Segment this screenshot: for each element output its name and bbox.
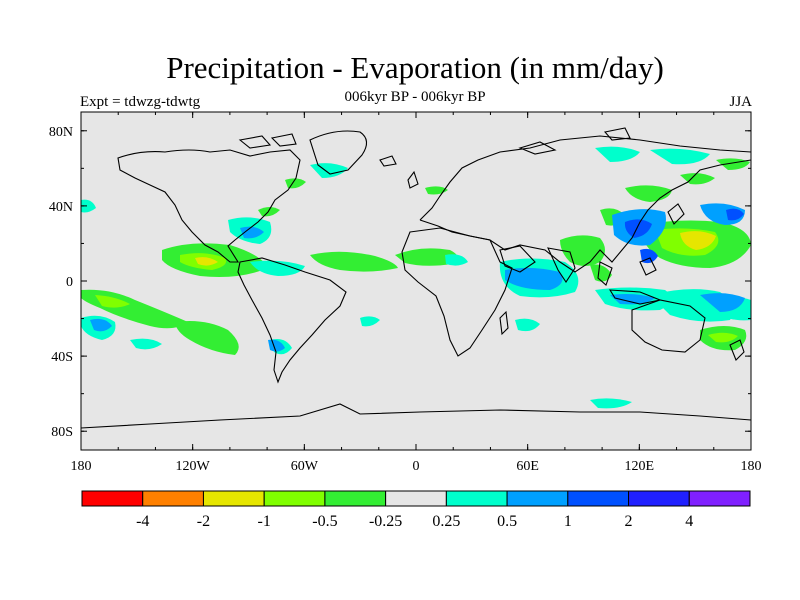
colorbar-swatch xyxy=(506,490,569,507)
y-axis: 80N 40N 0 40S 80S xyxy=(49,125,751,440)
colorbar-swatch xyxy=(81,490,144,507)
colorbar-label: 0.5 xyxy=(497,513,517,530)
strong-positive-patches xyxy=(624,208,744,264)
colorbar-swatch xyxy=(688,490,751,507)
colorbar-label: -2 xyxy=(197,513,210,530)
colorbar-swatch xyxy=(628,490,690,507)
moderate-positive-patches xyxy=(90,203,745,352)
y-tick-label: 40S xyxy=(51,350,73,365)
colorbar-swatch xyxy=(385,490,447,507)
colorbar-label: 4 xyxy=(685,513,693,530)
map-background xyxy=(81,112,751,450)
y-tick-label: 80S xyxy=(51,425,73,440)
y-tick-label: 80N xyxy=(49,125,73,140)
colorbar-label: -0.5 xyxy=(312,513,337,530)
map-subtitle: 006kyr BP - 006kyr BP xyxy=(344,89,486,105)
x-tick-label: 0 xyxy=(413,459,420,474)
colorbar-swatch xyxy=(445,490,508,507)
colorbar-swatch xyxy=(142,490,204,507)
x-axis: 180 120W 60W 0 60E 120E 180 xyxy=(71,112,762,474)
y-tick-label: 40N xyxy=(49,200,73,215)
x-tick-label: 60E xyxy=(516,459,539,474)
colorbar-label: 1 xyxy=(564,513,572,530)
anomaly-fields xyxy=(81,146,751,409)
coastlines xyxy=(81,127,751,429)
colorbar-swatch xyxy=(324,490,387,507)
colorbar-label: -0.25 xyxy=(369,513,402,530)
strong-negative-patches xyxy=(195,231,716,266)
map-title: Precipitation - Evaporation (in mm/day) xyxy=(166,50,664,85)
colorbar-swatch xyxy=(567,490,630,507)
colorbar-swatch xyxy=(263,490,326,507)
x-tick-label: 120E xyxy=(625,459,655,474)
colorbar-label: -1 xyxy=(258,513,271,530)
colorbar-label: 0.25 xyxy=(432,513,460,530)
x-tick-label: 60W xyxy=(291,459,319,474)
colorbar: -4 -2 -1 -0.5 -0.25 0.25 0.5 1 2 4 xyxy=(81,490,751,530)
x-tick-label: 180 xyxy=(71,459,92,474)
colorbar-label: 2 xyxy=(625,513,633,530)
y-tick-label: 0 xyxy=(66,275,73,290)
x-tick-label: 180 xyxy=(741,459,762,474)
colorbar-swatch xyxy=(202,490,265,507)
experiment-label: Expt = tdwzg-tdwtg xyxy=(80,94,201,110)
season-label: JJA xyxy=(729,94,752,110)
x-tick-label: 120W xyxy=(176,459,211,474)
colorbar-label: -4 xyxy=(136,513,149,530)
